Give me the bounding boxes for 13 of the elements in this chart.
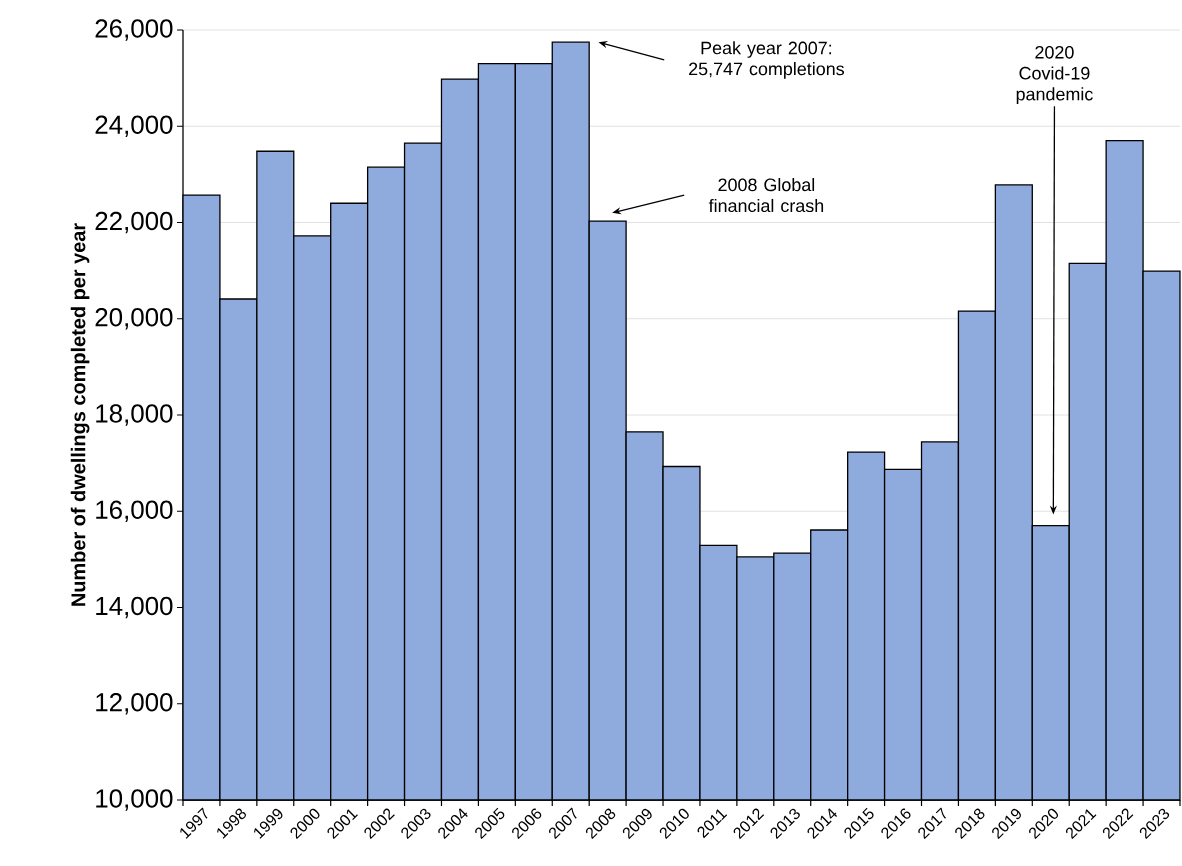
annotation: 2008 Global financial crash	[708, 178, 824, 213]
annotation: 2020 Covid-19 pandemic	[1016, 45, 1093, 105]
y-tick-label: 12,000	[96, 693, 173, 715]
y-tick-label: 22,000	[95, 211, 173, 234]
y-tick-label: 20,000	[95, 308, 173, 330]
y-tick-label: 18,000	[96, 404, 173, 426]
y-tick-label: 16,000	[96, 500, 173, 522]
y-tick-label: 10,000	[96, 789, 173, 811]
y-tick-label: 14,000	[96, 596, 173, 619]
y-tick-label: 24,000	[95, 115, 173, 137]
y-tick-label: 26,000	[95, 19, 173, 41]
annotation: Peak year 2007: 25,747 completions	[689, 41, 845, 79]
y-axis-title: Number of dwellings completed per year	[70, 223, 90, 606]
